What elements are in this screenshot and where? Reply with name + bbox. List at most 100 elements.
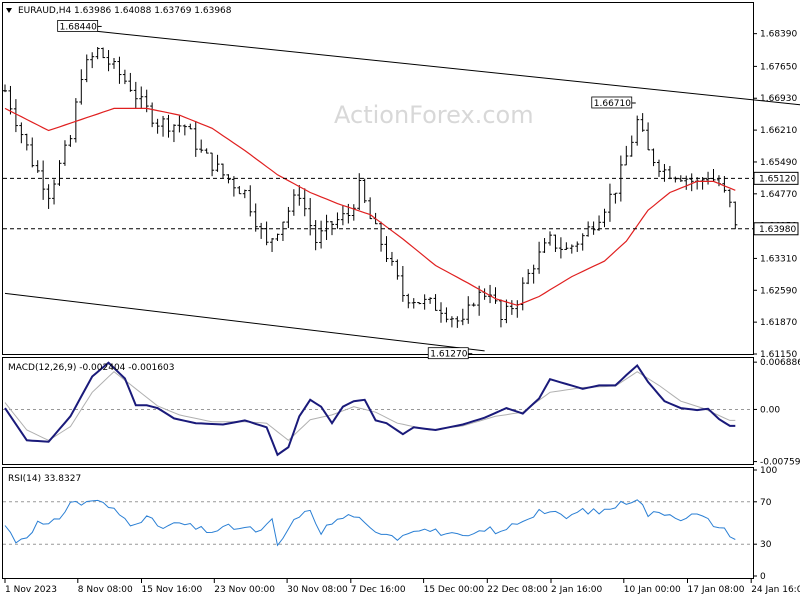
collapse-triangle-icon[interactable] xyxy=(6,8,12,13)
rsi-tick-label: 30 xyxy=(760,540,772,550)
price-bar xyxy=(112,57,116,69)
price-tick-label: 1.62590 xyxy=(760,286,797,296)
price-bar xyxy=(139,86,144,109)
price-bar xyxy=(335,212,340,229)
price-bar xyxy=(640,113,645,132)
price-bar xyxy=(8,85,13,115)
price-bar xyxy=(384,236,389,262)
time-axis: 1 Nov 2023 8 Nov 08:00 15 Nov 16:00 23 Nov … xyxy=(4,579,800,595)
price-tick-label: 1.61150 xyxy=(760,350,797,360)
swing-label: 1.68440 xyxy=(60,22,97,32)
price-bar xyxy=(73,98,78,143)
price-bar xyxy=(182,124,187,136)
current-price-tag-box xyxy=(753,222,799,236)
swing-label: 1.66710 xyxy=(594,99,631,109)
price-bar xyxy=(221,163,225,178)
time-tick-label: 10 Jan 00:00 xyxy=(624,585,681,595)
price-bar xyxy=(128,72,133,92)
price-bar xyxy=(597,215,602,231)
time-tick-label: 23 Nov 00:00 xyxy=(214,585,275,595)
macd-tick-label: 0.00 xyxy=(760,405,780,415)
rsi-line xyxy=(4,499,736,547)
macd-main-line xyxy=(4,361,736,457)
price-bar xyxy=(422,294,427,310)
time-tick-label: 2 Jan 16:00 xyxy=(551,585,603,595)
price-bar xyxy=(651,148,656,167)
price-bar xyxy=(400,265,405,302)
price-bar xyxy=(411,298,416,309)
channel-upper-line xyxy=(97,30,800,106)
price-bar xyxy=(504,299,509,324)
price-bar xyxy=(569,244,574,254)
price-bar xyxy=(188,123,193,130)
price-bar xyxy=(95,47,100,60)
price-bar xyxy=(210,152,215,177)
price-bar xyxy=(433,294,438,311)
price-bar xyxy=(177,115,182,133)
price-bar xyxy=(270,238,275,252)
rsi-tick-label: 70 xyxy=(760,498,772,508)
rsi-label: RSI(14) 33.8327 xyxy=(8,474,81,484)
price-bar xyxy=(591,221,596,235)
current-price-tag: 1.63980 xyxy=(759,225,796,235)
price-bar xyxy=(79,69,84,105)
time-tick-label: 22 Dec 08:00 xyxy=(487,585,548,595)
price-bar xyxy=(62,140,67,166)
price-bar xyxy=(357,173,362,210)
rsi-layer: 100 70 30 0 xyxy=(3,466,777,582)
price-bar xyxy=(553,234,558,252)
price-bar xyxy=(133,81,138,109)
price-bar xyxy=(308,198,313,236)
level-tag-box xyxy=(753,171,799,185)
price-bar xyxy=(428,297,433,304)
price-bar xyxy=(727,189,732,208)
price-bar xyxy=(689,173,694,192)
price-bar xyxy=(302,188,307,217)
price-tick-label: 1.67650 xyxy=(760,62,797,72)
price-bar xyxy=(520,277,525,311)
macd-tick-label: 0.006886 xyxy=(760,358,800,368)
price-bar xyxy=(351,204,356,221)
price-bar xyxy=(586,221,591,237)
price-bar xyxy=(35,160,40,173)
price-bar xyxy=(509,300,514,315)
price-bar xyxy=(280,221,285,241)
time-tick-label: 15 Nov 16:00 xyxy=(142,585,203,595)
price-bar xyxy=(466,296,471,324)
price-bar xyxy=(684,175,689,190)
price-tick-label: 1.68390 xyxy=(760,30,797,40)
price-axis: 1.68390 1.67650 1.66930 1.66210 1.65490 1.647… xyxy=(753,30,799,360)
price-bar xyxy=(150,102,155,128)
price-bar xyxy=(275,233,280,241)
price-bar xyxy=(613,192,618,204)
price-bar xyxy=(90,52,95,69)
price-bar xyxy=(477,285,482,316)
price-tick-label: 1.63310 xyxy=(760,254,797,264)
price-bar xyxy=(199,139,204,153)
price-bar xyxy=(313,220,318,251)
price-bar xyxy=(171,124,176,143)
price-bar xyxy=(444,307,449,323)
price-bar xyxy=(635,115,640,146)
macd-label: MACD(12,26,9) -0.002404 -0.001603 xyxy=(8,363,174,373)
price-bar xyxy=(389,251,394,266)
price-bar xyxy=(237,186,242,195)
time-tick-label: 15 Dec 00:00 xyxy=(424,585,485,595)
price-bar xyxy=(297,185,302,206)
price-bar xyxy=(117,56,122,84)
price-bar xyxy=(607,183,612,222)
time-tick-label: 1 Nov 2023 xyxy=(5,585,57,595)
rsi-panel-frame xyxy=(2,467,754,579)
price-bar xyxy=(330,220,334,236)
time-tick-label: 8 Nov 08:00 xyxy=(78,585,133,595)
price-bar xyxy=(253,203,258,232)
price-bar xyxy=(30,137,35,168)
price-bar xyxy=(19,122,24,144)
price-bar xyxy=(193,121,198,157)
price-bar xyxy=(395,259,400,280)
price-bar xyxy=(733,201,738,230)
price-bar xyxy=(204,148,209,154)
price-bar xyxy=(558,237,563,259)
price-bar xyxy=(678,175,683,182)
